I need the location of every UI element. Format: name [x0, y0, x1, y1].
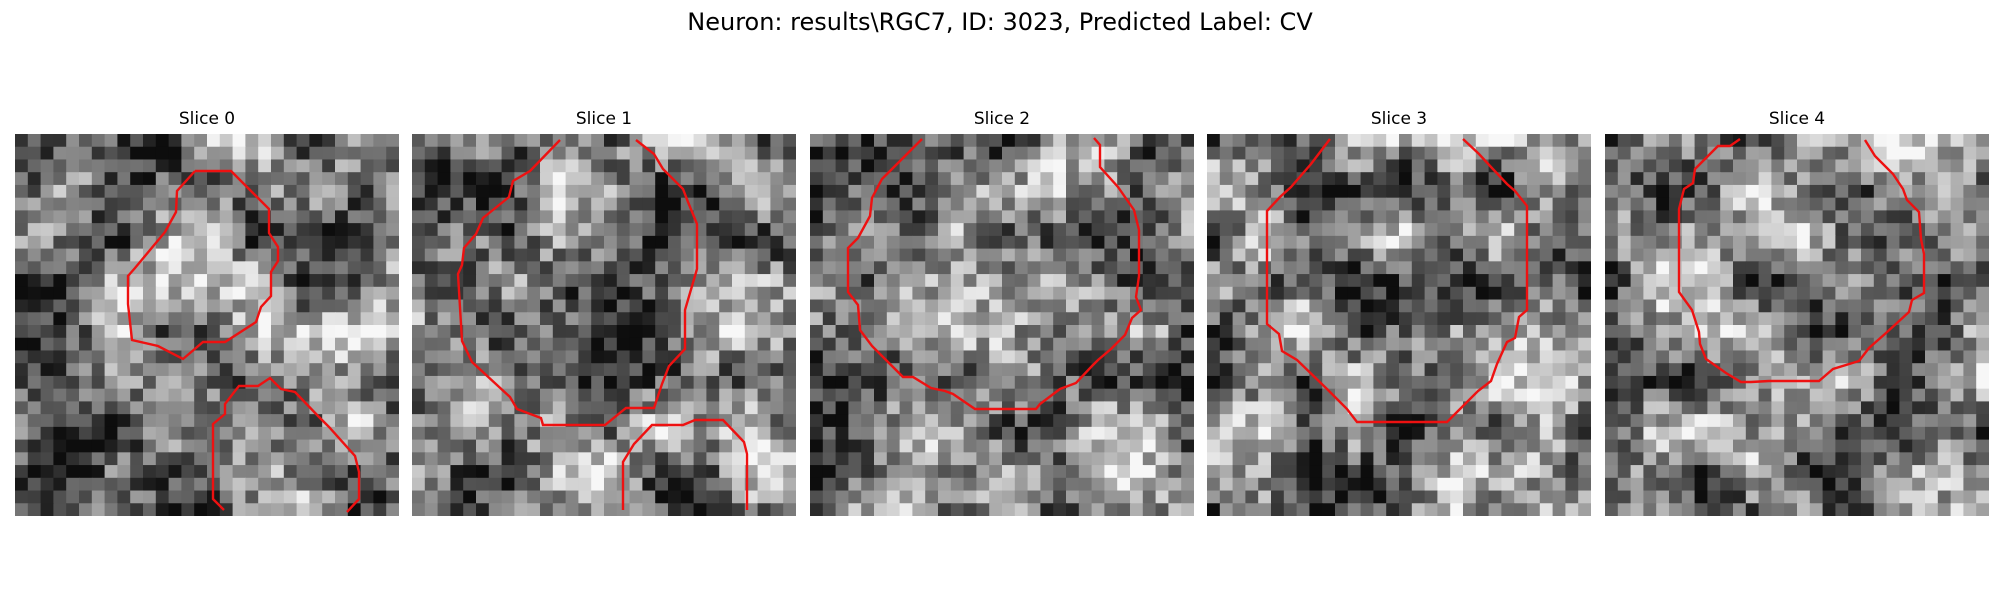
- slice-2-contour: [846, 137, 1143, 411]
- slice-2-pixels: [810, 134, 1194, 516]
- slice-3-contour: [1265, 138, 1529, 424]
- slice-3-image: [1207, 134, 1591, 516]
- slice-0-image: [15, 134, 399, 516]
- slice-0-contour-upper: [126, 169, 280, 361]
- slice-1-contour-upper: [456, 139, 699, 427]
- slice-0-contour-lower: [211, 376, 361, 513]
- slice-4-pixels: [1605, 134, 1989, 516]
- slice-4-contour: [1677, 138, 1926, 384]
- slice-3-title: Slice 3: [1370, 109, 1428, 129]
- slice-0-title: Slice 0: [178, 109, 236, 129]
- slice-1-image: [412, 134, 796, 516]
- slice-1-title: Slice 1: [575, 109, 633, 129]
- slice-0-pixels: [15, 134, 399, 516]
- slice-2-image: [810, 134, 1194, 516]
- slice-4-image: [1605, 134, 1989, 516]
- figure-title: Neuron: results\RGC7, ID: 3023, Predicte…: [687, 8, 1313, 36]
- slice-2-title: Slice 2: [973, 109, 1031, 129]
- slice-3-pixels: [1207, 134, 1591, 516]
- slice-1-pixels: [412, 134, 796, 516]
- slice-1-contour-lower: [621, 418, 749, 510]
- slice-4-title: Slice 4: [1768, 109, 1826, 129]
